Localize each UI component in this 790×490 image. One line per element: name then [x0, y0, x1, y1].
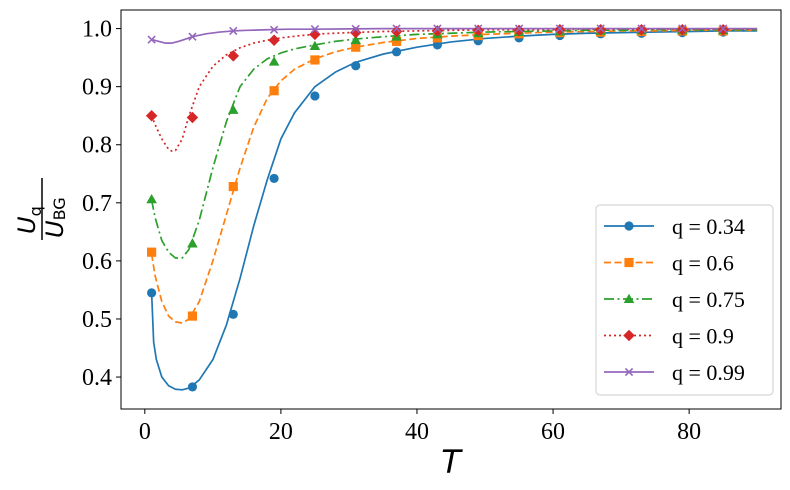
data-point: [351, 42, 361, 52]
data-point: [188, 32, 197, 41]
series-markers: [145, 23, 729, 392]
data-point: [390, 25, 403, 38]
data-point: [391, 47, 402, 57]
legend-label: q = 0.75: [672, 287, 745, 312]
data-point: [635, 23, 648, 36]
y-tick-label: 0.6: [82, 249, 112, 275]
data-point: [594, 23, 607, 36]
data-point: [228, 181, 238, 192]
data-point: [433, 24, 442, 33]
x-tick-label: 20: [269, 419, 293, 445]
data-point: [186, 111, 199, 124]
data-point: [554, 23, 566, 36]
data-point: [474, 24, 483, 33]
data-point: [392, 24, 401, 33]
data-point: [717, 23, 729, 36]
legend: q = 0.34 q = 0.6 q = 0.75 q = 0.9 q = 0.99: [595, 204, 774, 396]
data-point: [269, 25, 279, 34]
data-point: [349, 26, 362, 39]
y-label-numerator-sub: q: [26, 206, 45, 216]
data-point: [309, 28, 321, 41]
y-axis-label: Uq UBG: [13, 178, 69, 240]
y-label-denominator-main: U: [41, 220, 69, 238]
data-point: [596, 24, 605, 33]
data-point: [350, 34, 362, 45]
data-point: [431, 25, 444, 37]
x-tick-label: 60: [541, 419, 565, 445]
data-point: [187, 311, 198, 321]
svg-text:Uq: Uq: [13, 206, 45, 234]
data-point: [227, 104, 239, 114]
y-tick-label: 1.0: [82, 17, 112, 43]
legend-marker: [623, 329, 635, 342]
legend-marker: [624, 221, 634, 231]
x-axis-ticks: 0 20 40 60 80: [139, 409, 701, 445]
x-tick-label: 40: [405, 419, 429, 445]
legend-label: q = 0.6: [672, 251, 734, 276]
y-tick-label: 0.4: [82, 365, 112, 391]
legend-label: q = 0.9: [672, 324, 734, 349]
data-point: [351, 61, 361, 71]
data-point: [227, 50, 240, 62]
y-tick-label: 0.7: [82, 191, 112, 217]
y-tick-label: 0.8: [82, 133, 112, 159]
data-point: [513, 24, 525, 37]
data-point: [187, 238, 198, 248]
data-point: [269, 173, 279, 184]
x-tick-label: 80: [677, 419, 701, 445]
series-line-3: [150, 28, 758, 152]
data-point: [229, 26, 238, 36]
data-point: [310, 55, 320, 65]
data-point: [145, 109, 158, 122]
data-point: [309, 40, 321, 50]
data-point: [472, 24, 484, 37]
legend-item: q = 0.9: [604, 324, 734, 349]
series-line-2: [150, 28, 758, 259]
plot-area: [120, 9, 782, 410]
data-point: [676, 23, 689, 36]
x-tick-label: 0: [139, 419, 151, 445]
legend-item: q = 0.6: [604, 251, 734, 276]
data-point: [187, 382, 198, 392]
data-point: [637, 24, 646, 33]
legend-marker: [623, 293, 635, 303]
data-point: [718, 24, 728, 33]
data-point: [514, 24, 524, 33]
data-point: [268, 56, 280, 66]
data-point: [555, 24, 565, 33]
data-point: [269, 86, 279, 96]
data-point: [228, 309, 238, 319]
legend-item: q = 0.34: [604, 214, 745, 239]
legend-marker: [624, 257, 634, 268]
data-point: [310, 25, 320, 34]
data-point: [268, 34, 280, 46]
data-point: [147, 247, 157, 257]
series-line-1: [150, 29, 758, 324]
data-point: [432, 40, 442, 50]
y-label-denominator-sub: BG: [50, 197, 69, 220]
legend-box: [595, 204, 774, 396]
data-point: [147, 35, 156, 44]
legend-item: q = 0.75: [604, 287, 745, 312]
y-tick-label: 0.5: [82, 307, 112, 333]
data-point: [391, 36, 402, 46]
x-axis-label: T: [441, 443, 463, 481]
data-point: [147, 288, 157, 298]
series-line-0: [150, 30, 758, 391]
data-point: [310, 91, 320, 101]
y-axis-ticks: 0.4 0.5 0.6 0.7 0.8 0.9 1.0: [82, 17, 121, 391]
plot-frame: [120, 9, 782, 410]
data-point: [351, 24, 360, 34]
y-tick-label: 0.9: [82, 75, 112, 101]
svg-text:UBG: UBG: [41, 197, 69, 238]
y-label-numerator-main: U: [13, 216, 41, 234]
data-point: [678, 24, 687, 33]
legend-marker: [624, 367, 634, 377]
legend-label: q = 0.99: [672, 360, 745, 385]
legend-label: q = 0.34: [672, 214, 745, 239]
legend-item: q = 0.99: [604, 360, 745, 385]
data-point: [146, 194, 157, 204]
